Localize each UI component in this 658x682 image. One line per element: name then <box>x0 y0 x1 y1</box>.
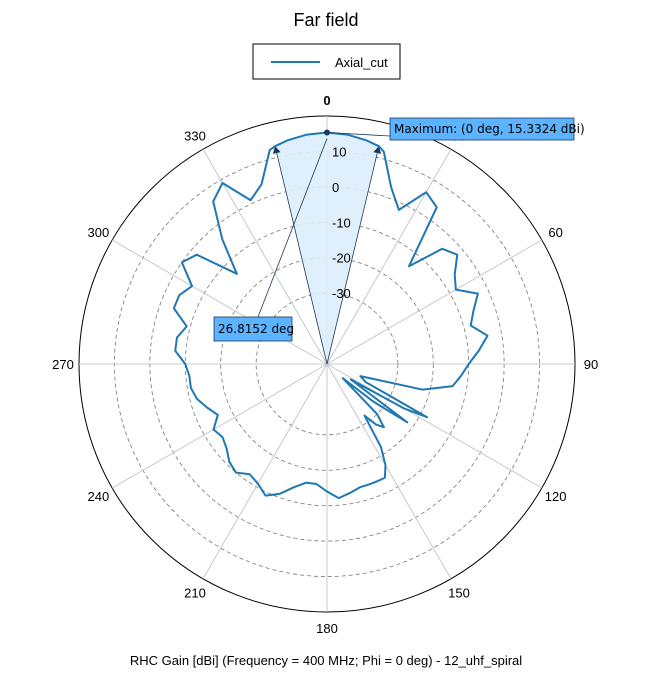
beamwidth-annotation-text: 26.8152 deg <box>218 322 294 336</box>
maximum-annotation-text: Maximum: (0 deg, 15.3324 dBi) <box>394 122 585 136</box>
radial-tick-labels: 10 0 -10 -20 -30 <box>332 144 351 301</box>
series-line-axial-cut <box>172 131 489 500</box>
radial-tick-label: 0 <box>332 180 339 195</box>
angle-tick-label: 210 <box>184 586 206 601</box>
angle-grid-line <box>326 148 452 365</box>
angle-tick-label: 240 <box>88 489 110 504</box>
radial-tick-label: -30 <box>332 286 351 301</box>
angle-tick-label: 330 <box>184 128 206 143</box>
beamwidth-annotation-box[interactable] <box>213 316 293 342</box>
angle-grid-line <box>111 363 328 489</box>
series-axial-cut <box>172 131 489 500</box>
beamwidth-edge-left <box>274 146 328 365</box>
maximum-annotation-box[interactable] <box>389 117 575 141</box>
radial-tick-label: 10 <box>332 144 346 159</box>
angle-grid-line <box>111 239 328 365</box>
angle-tick-label: 300 <box>88 225 110 240</box>
annotations: Maximum: (0 deg, 15.3324 dBi) 26.8152 de… <box>213 117 585 342</box>
angle-grid-line <box>326 239 543 365</box>
maximum-leader-line <box>326 132 391 137</box>
angle-grid-line <box>202 363 328 580</box>
beamwidth-arrowhead <box>373 146 382 154</box>
beamwidth-fill <box>275 132 379 364</box>
angle-tick-label: 150 <box>448 586 470 601</box>
beamwidth-region <box>272 132 382 365</box>
angle-tick-label: 0 <box>323 93 330 108</box>
angle-tick-label: 180 <box>316 621 338 636</box>
chart-title: Far field <box>293 10 358 30</box>
beamwidth-arrowhead <box>272 146 281 154</box>
angle-tick-label: 60 <box>548 225 562 240</box>
angle-tick-label: 120 <box>545 489 567 504</box>
angle-tick-label: 90 <box>584 357 598 372</box>
angle-grid-line <box>326 363 543 489</box>
beamwidth-edge-right <box>326 146 380 365</box>
chart-caption: RHC Gain [dBi] (Frequency = 400 MHz; Phi… <box>130 653 522 668</box>
legend[interactable]: Axial_cut <box>252 43 401 80</box>
legend-label-axial-cut: Axial_cut <box>335 55 388 70</box>
angle-grid-line <box>202 148 328 365</box>
radial-tick-label: -20 <box>332 251 351 266</box>
radial-tick-label: -10 <box>332 215 351 230</box>
angle-grid-line <box>326 363 452 580</box>
maximum-marker <box>324 129 330 136</box>
beamwidth-leader-line <box>257 138 328 318</box>
angle-tick-label: 270 <box>52 357 74 372</box>
